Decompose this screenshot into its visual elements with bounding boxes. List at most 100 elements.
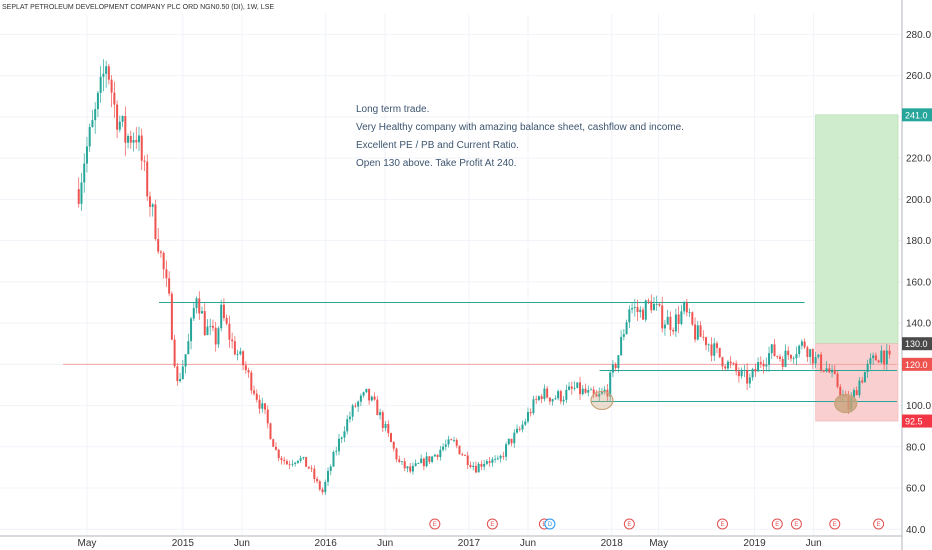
candle-body <box>447 439 450 445</box>
candle-body <box>127 135 130 143</box>
candle-body <box>674 314 677 332</box>
annotation-line: Very Healthy company with amazing balanc… <box>356 122 684 133</box>
candle-body <box>688 312 691 314</box>
candle-body <box>710 344 713 356</box>
candle-body <box>179 378 182 382</box>
candle-body <box>866 363 869 373</box>
candle-body <box>546 388 549 398</box>
candle-body <box>792 358 795 360</box>
candle-body <box>702 336 705 338</box>
y-tick-label: 160.0 <box>906 277 931 288</box>
candle-body <box>759 362 762 364</box>
candle-body <box>324 481 327 493</box>
candle-body <box>617 355 620 369</box>
candle-body <box>129 135 132 143</box>
chart-title: SEPLAT PETROLEUM DEVELOPMENT COMPANY PLC… <box>2 4 274 11</box>
candle-body <box>313 468 316 480</box>
candle-body <box>768 353 771 365</box>
candle-body <box>483 463 486 467</box>
highlight-layer[interactable] <box>590 390 858 414</box>
candle-body <box>99 76 102 93</box>
bottom-zone-ellipse <box>834 393 858 414</box>
candle-body <box>505 444 508 457</box>
candle-body <box>343 431 346 438</box>
candle-body <box>368 388 371 401</box>
candle-body <box>669 316 672 330</box>
candle-body <box>222 304 225 319</box>
candle-body <box>310 468 313 470</box>
candle-body <box>321 489 324 493</box>
candle-body <box>614 364 617 369</box>
candle-body <box>105 66 108 74</box>
candle-body <box>261 403 264 409</box>
candle-body <box>258 399 261 409</box>
candle-body <box>592 389 595 395</box>
candle-body <box>740 370 743 377</box>
candle-body <box>80 182 83 204</box>
candle-body <box>650 301 653 311</box>
candle-body <box>285 461 288 465</box>
candle-body <box>337 438 340 452</box>
candle-body <box>811 349 814 364</box>
price-badge <box>902 414 932 428</box>
candle-body <box>351 405 354 417</box>
candle-body <box>228 323 231 340</box>
candle-body <box>138 135 141 143</box>
candle-body <box>570 386 573 389</box>
candle-body <box>329 466 332 471</box>
y-tick-label: 80.0 <box>906 442 926 453</box>
earnings-event-marker <box>429 518 441 530</box>
y-tick-label: 140.0 <box>906 319 931 330</box>
candle-body <box>176 366 179 382</box>
candle-body <box>458 445 461 455</box>
earnings-event-label: D <box>548 522 553 528</box>
candle-body <box>598 393 601 397</box>
price-badge-label: 130.0 <box>905 339 928 349</box>
candle-body <box>831 369 834 373</box>
y-tick-label: 200.0 <box>906 195 931 206</box>
candle-body <box>400 461 403 463</box>
price-badge-label: 241.0 <box>905 110 928 120</box>
candle-body <box>132 140 135 143</box>
candle-body <box>683 302 686 312</box>
candle-body <box>247 370 250 373</box>
earnings-event-label: E <box>720 522 724 528</box>
y-tick-label: 60.0 <box>906 484 926 495</box>
candle-body <box>502 455 505 457</box>
candle-body <box>444 444 447 447</box>
candle-body <box>442 446 445 450</box>
candle-body <box>631 308 634 310</box>
long-position-tool[interactable] <box>815 114 899 422</box>
candle-body <box>611 364 614 373</box>
candle-body <box>146 161 149 197</box>
candle-body <box>705 337 708 346</box>
y-tick-label: 260.0 <box>906 71 931 82</box>
candle-body <box>784 350 787 367</box>
trade-annotation[interactable]: Long term trade. Very Healthy company wi… <box>356 104 684 169</box>
candle-body <box>403 461 406 469</box>
candle-body <box>537 396 540 400</box>
candle-body <box>754 369 757 372</box>
candle-body <box>187 341 190 355</box>
candle-body <box>203 311 206 335</box>
price-badge <box>902 337 932 351</box>
candle-body <box>107 66 110 80</box>
candle-body <box>392 442 395 449</box>
candle-body <box>858 380 861 396</box>
x-tick-label: 2018 <box>601 538 624 549</box>
candle-body <box>636 307 639 313</box>
candle-body <box>357 401 360 407</box>
candle-body <box>296 460 299 463</box>
candle-body <box>529 412 532 414</box>
earnings-event-marker <box>486 518 498 530</box>
candle-body <box>83 163 86 183</box>
candle-body <box>584 388 587 393</box>
candle-body <box>354 405 357 407</box>
candle-body <box>559 391 562 402</box>
candle-body <box>283 459 286 462</box>
candle-body <box>239 351 242 355</box>
candle-body <box>206 326 209 335</box>
candle-body <box>294 462 297 464</box>
